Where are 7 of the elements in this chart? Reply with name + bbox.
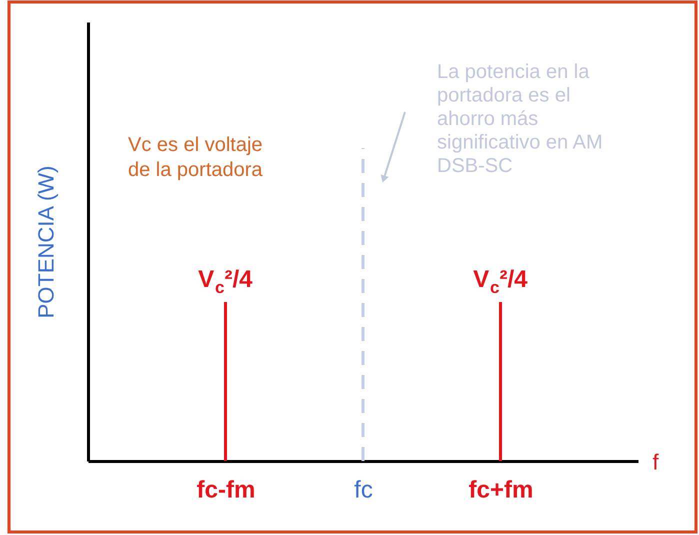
x-axis-title: f xyxy=(652,450,660,474)
text: Vc es el voltaje de la portadora xyxy=(128,134,264,181)
x-tick-label: fc xyxy=(354,476,373,504)
x-tick-label: fc-fm xyxy=(196,476,256,504)
y-axis-title: POTENCIA (W) xyxy=(34,166,58,318)
text: La potencia en la portadora es el ahorro más significativo en AM DSB-SC xyxy=(437,61,603,177)
x-tick-label: fc+fm xyxy=(468,476,534,504)
